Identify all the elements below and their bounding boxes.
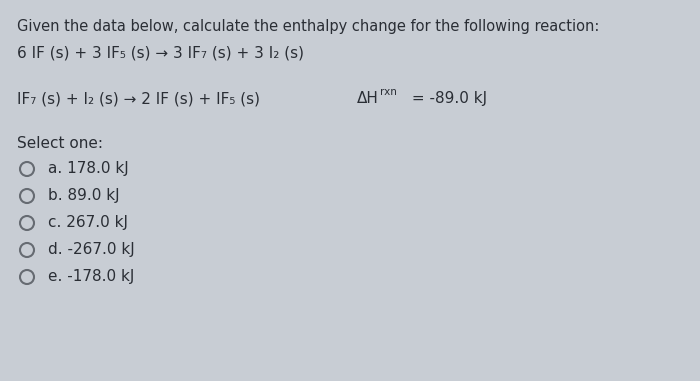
Text: b. 89.0 kJ: b. 89.0 kJ bbox=[48, 188, 120, 203]
Text: a. 178.0 kJ: a. 178.0 kJ bbox=[48, 161, 129, 176]
Text: = -89.0 kJ: = -89.0 kJ bbox=[407, 91, 487, 106]
Text: IF₇ (s) + I₂ (s) → 2 IF (s) + IF₅ (s): IF₇ (s) + I₂ (s) → 2 IF (s) + IF₅ (s) bbox=[17, 91, 260, 106]
Text: e. -178.0 kJ: e. -178.0 kJ bbox=[48, 269, 134, 284]
Text: rxn: rxn bbox=[380, 87, 397, 97]
Text: d. -267.0 kJ: d. -267.0 kJ bbox=[48, 242, 134, 257]
Text: c. 267.0 kJ: c. 267.0 kJ bbox=[48, 215, 128, 230]
Text: Select one:: Select one: bbox=[17, 136, 103, 151]
Text: Given the data below, calculate the enthalpy change for the following reaction:: Given the data below, calculate the enth… bbox=[17, 19, 599, 34]
Text: ΔH: ΔH bbox=[357, 91, 379, 106]
Text: 6 IF (s) + 3 IF₅ (s) → 3 IF₇ (s) + 3 I₂ (s): 6 IF (s) + 3 IF₅ (s) → 3 IF₇ (s) + 3 I₂ … bbox=[17, 46, 304, 61]
